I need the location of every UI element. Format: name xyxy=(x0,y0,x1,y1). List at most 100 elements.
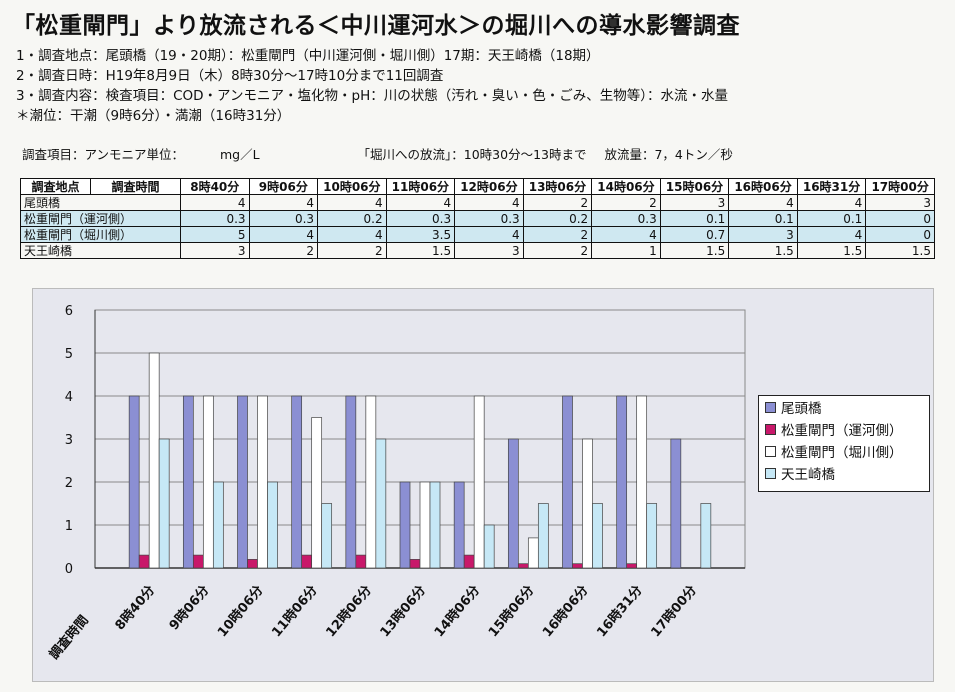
bar-0 xyxy=(616,395,628,569)
bar-3 xyxy=(158,438,170,569)
table-cell-value: 4 xyxy=(317,226,387,243)
table-cell-value: 4 xyxy=(796,226,867,243)
bar-2 xyxy=(473,395,485,569)
bar-1 xyxy=(355,554,367,569)
info-line-tide: ＊潮位：干潮（9時6分）・満潮（16時31分） xyxy=(16,108,291,124)
x-tick-label: 9時06分 xyxy=(166,582,212,633)
table-cell-site: 松重閘門（堀川側） xyxy=(20,226,181,243)
unit-line: 調査項目：アンモニア単位： mg／L 「堀川への放流」：10時30分～13時まで… xyxy=(22,144,733,163)
bar-0 xyxy=(399,481,411,569)
bar-2 xyxy=(527,537,539,569)
x-tick-label: 13時06分 xyxy=(377,582,429,640)
bar-1 xyxy=(572,563,583,569)
legend-label: 尾頭橋 xyxy=(781,401,822,417)
bar-0 xyxy=(670,438,682,569)
table-cell-value: 0 xyxy=(865,226,935,243)
page-title: 「松重閘門」より放流される＜中川運河水＞の堀川への導水影響調査 xyxy=(12,13,741,39)
bar-3 xyxy=(375,438,387,569)
table-header-site: 調査地点 xyxy=(20,178,91,195)
bar-2 xyxy=(636,395,648,569)
legend-label: 松重閘門（運河側） xyxy=(781,423,903,439)
info-line-survey-date: 2・調査日時：H19年8月9日（木）8時30分～17時10分まで11回調査 xyxy=(16,68,444,84)
y-tick-label: 0 xyxy=(65,562,73,577)
table-header-time-slot: 14時06分 xyxy=(591,178,661,195)
bar-3 xyxy=(592,503,603,569)
legend-item: 松重閘門（運河側） xyxy=(759,418,929,440)
bar-2 xyxy=(582,438,593,569)
table-header-time: 調査時間 xyxy=(90,178,181,195)
bar-2 xyxy=(202,395,214,569)
legend-swatch xyxy=(765,423,776,435)
table-cell-value: 1.5 xyxy=(659,242,730,259)
bar-1 xyxy=(192,554,204,569)
bar-2 xyxy=(419,481,431,569)
table-row: 松重閘門（堀川側） 5 4 4 3.5 4 2 4 0.7 3 4 0 xyxy=(20,226,935,243)
legend-swatch xyxy=(765,467,776,479)
x-tick-label: 15時06分 xyxy=(485,582,537,640)
legend-item: 松重閘門（堀川側） xyxy=(759,440,929,462)
table-cell-value: 0.2 xyxy=(522,210,593,227)
x-tick-label: 12時06分 xyxy=(323,582,375,640)
bar-2 xyxy=(365,395,377,569)
bar-1 xyxy=(626,563,638,569)
legend-swatch xyxy=(765,401,776,413)
bar-3 xyxy=(537,503,549,569)
flow-amount: 放流量：7，4トン／秒 xyxy=(604,147,733,162)
bar-1 xyxy=(301,554,313,569)
bar-3 xyxy=(483,524,495,569)
bar-2 xyxy=(148,352,160,569)
bar-0 xyxy=(128,395,140,569)
table-cell-value: 1.5 xyxy=(865,242,935,259)
bar-3 xyxy=(267,481,278,569)
x-tick-label: 10時06分 xyxy=(214,582,266,640)
bar-0 xyxy=(237,395,248,569)
bar-3 xyxy=(212,481,224,569)
table-header-time-slot: 16時06分 xyxy=(728,178,798,195)
table-header-time-slot: 12時06分 xyxy=(454,178,524,195)
legend-label: 松重閘門（堀川側） xyxy=(781,445,903,461)
bar-2 xyxy=(257,395,268,569)
info-line-survey-content: 3・調査内容：検査項目：COD・アンモニア・塩化物・pH：川の状態（汚れ・臭い・… xyxy=(16,88,728,104)
x-tick-label: 17時00分 xyxy=(648,582,700,640)
bar-3 xyxy=(321,503,333,569)
table-cell-value: 3.5 xyxy=(385,226,456,243)
y-tick-label: 2 xyxy=(65,476,73,491)
bar-1 xyxy=(463,554,475,569)
bar-0 xyxy=(562,395,573,569)
table-row: 尾頭橋 4 4 4 4 4 2 2 3 4 4 3 xyxy=(20,194,935,211)
table-cell-value: 3 xyxy=(728,226,798,243)
table-header-time-slot: 10時06分 xyxy=(317,178,387,195)
table-header-time-slot: 15時06分 xyxy=(659,178,730,195)
unit-label: 調査項目：アンモニア単位： xyxy=(22,147,185,162)
unit-value: mg／L xyxy=(219,147,260,162)
x-tick-label: 16時31分 xyxy=(594,582,646,640)
x-tick-label: 16時06分 xyxy=(539,582,591,640)
table-cell-value: 4 xyxy=(591,226,661,243)
table-cell-value: 1.5 xyxy=(385,242,456,259)
table-cell-value: 0.3 xyxy=(248,210,319,227)
bar-0 xyxy=(182,395,194,569)
bar-3 xyxy=(429,481,441,569)
bar-1 xyxy=(409,559,421,569)
x-axis-title: 調査時間 xyxy=(46,612,92,662)
bar-3 xyxy=(646,503,658,569)
table-row: 松重閘門（運河側） 0.3 0.3 0.2 0.3 0.3 0.2 0.3 0.1 0.1 0.1 0 xyxy=(20,210,935,227)
legend-label: 天王崎橋 xyxy=(781,467,835,483)
bar-0 xyxy=(291,395,303,569)
data-table: 調査地点 調査時間 8時40分 9時06分 10時06分 11時06分 12時06分 13時0… xyxy=(20,178,935,259)
x-tick-label: 11時06分 xyxy=(269,582,321,640)
table-header-time-slot: 8時40分 xyxy=(180,178,250,195)
table-cell-value: 2 xyxy=(317,242,387,259)
flow-note: 「堀川への放流」：10時30分～13時まで xyxy=(357,147,587,162)
y-tick-label: 6 xyxy=(65,304,73,319)
legend-swatch xyxy=(765,445,776,457)
bar-1 xyxy=(247,559,258,569)
table-cell-value: 3 xyxy=(180,242,250,259)
info-line-survey-sites: 1・調査地点：尾頭橋（19・20期）：松重閘門（中川運河側・堀川側）17期：天王… xyxy=(16,48,600,64)
legend-item: 天王崎橋 xyxy=(759,462,929,484)
x-tick-label: 8時40分 xyxy=(112,582,158,633)
bar-0 xyxy=(345,395,357,569)
y-tick-label: 4 xyxy=(65,390,73,405)
bar-1 xyxy=(517,563,529,569)
